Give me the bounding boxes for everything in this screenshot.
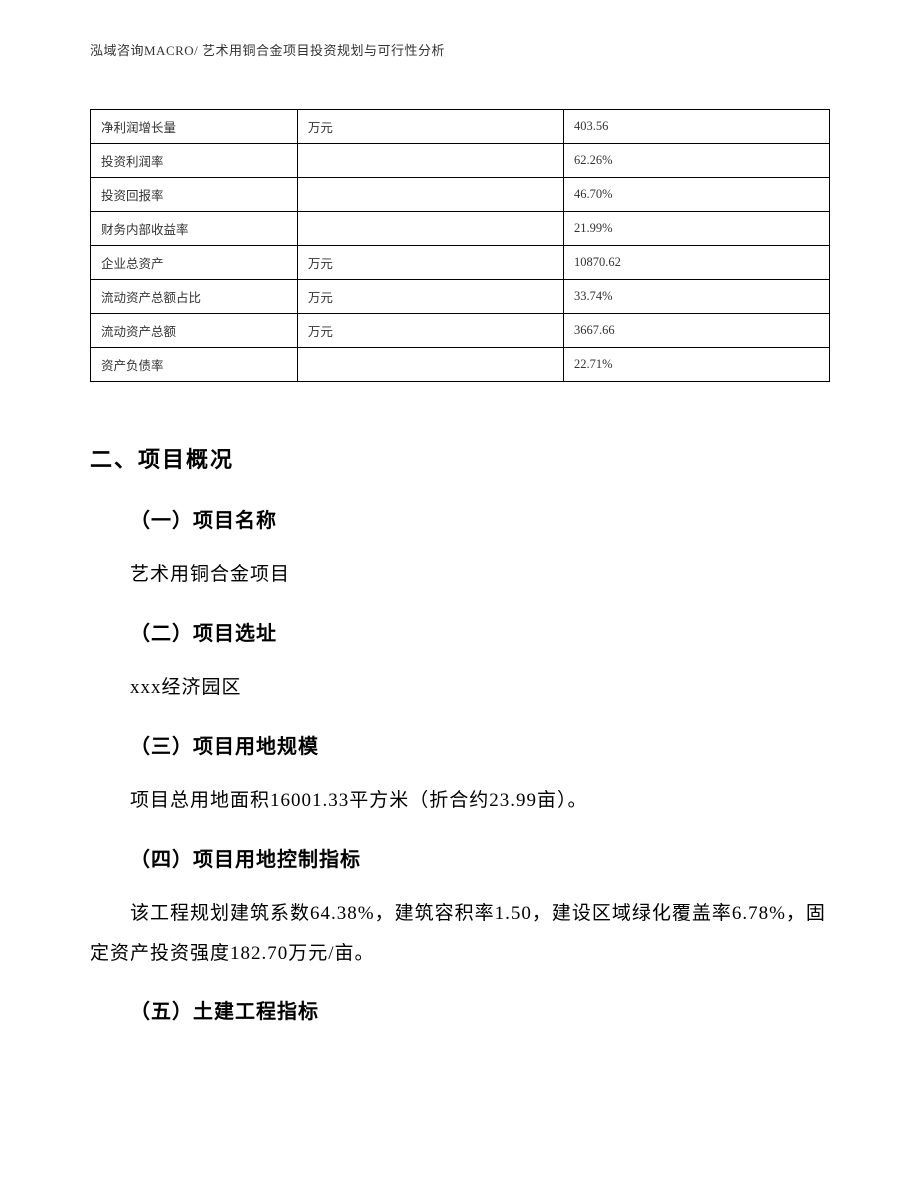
table-cell-value: 403.56 — [563, 110, 829, 144]
table-row: 资产负债率 22.71% — [91, 348, 830, 382]
sub-heading-3: （三）项目用地规模 — [130, 730, 830, 759]
table-row: 投资利润率 62.26% — [91, 144, 830, 178]
body-text-3: 项目总用地面积16001.33平方米（折合约23.99亩）。 — [130, 781, 830, 821]
table-cell-unit: 万元 — [297, 280, 563, 314]
table-cell-value: 46.70% — [563, 178, 829, 212]
financial-indicators-table: 净利润增长量万元403.56投资利润率62.26%投资回报率46.70%财务内部… — [90, 109, 830, 382]
table-cell-value: 3667.66 — [563, 314, 829, 348]
table-cell-unit — [297, 348, 563, 382]
table-cell-unit: 万元 — [297, 246, 563, 280]
sub-heading-1: （一）项目名称 — [130, 504, 830, 533]
table-row: 财务内部收益率 21.99% — [91, 212, 830, 246]
table-cell-label: 企业总资产 — [91, 246, 298, 280]
table-cell-value: 10870.62 — [563, 246, 829, 280]
table-cell-label: 投资回报率 — [91, 178, 298, 212]
table-row: 流动资产总额万元3667.66 — [91, 314, 830, 348]
table-cell-unit: 万元 — [297, 314, 563, 348]
table-cell-unit — [297, 178, 563, 212]
sub-heading-5: （五）土建工程指标 — [130, 995, 830, 1024]
table-cell-label: 流动资产总额占比 — [91, 280, 298, 314]
table-cell-unit — [297, 144, 563, 178]
table-cell-unit — [297, 212, 563, 246]
body-text-4: 该工程规划建筑系数64.38%，建筑容积率1.50，建设区域绿化覆盖率6.78%… — [90, 894, 830, 974]
table-row: 净利润增长量万元403.56 — [91, 110, 830, 144]
table-cell-value: 33.74% — [563, 280, 829, 314]
table-cell-value: 62.26% — [563, 144, 829, 178]
table-cell-label: 财务内部收益率 — [91, 212, 298, 246]
page-header: 泓域咨询MACRO/ 艺术用铜合金项目投资规划与可行性分析 — [90, 40, 830, 59]
table-cell-unit: 万元 — [297, 110, 563, 144]
table-cell-label: 资产负债率 — [91, 348, 298, 382]
table-cell-value: 22.71% — [563, 348, 829, 382]
table-cell-label: 投资利润率 — [91, 144, 298, 178]
table-row: 投资回报率 46.70% — [91, 178, 830, 212]
sub-heading-4: （四）项目用地控制指标 — [130, 843, 830, 872]
table-cell-label: 流动资产总额 — [91, 314, 298, 348]
table-row: 流动资产总额占比万元33.74% — [91, 280, 830, 314]
table-cell-label: 净利润增长量 — [91, 110, 298, 144]
sub-heading-2: （二）项目选址 — [130, 617, 830, 646]
table-cell-value: 21.99% — [563, 212, 829, 246]
table-row: 企业总资产万元10870.62 — [91, 246, 830, 280]
section-heading: 二、项目概况 — [90, 442, 830, 474]
body-text-1: 艺术用铜合金项目 — [130, 555, 830, 595]
document-page: 泓域咨询MACRO/ 艺术用铜合金项目投资规划与可行性分析 净利润增长量万元40… — [0, 0, 920, 1086]
body-text-2: xxx经济园区 — [130, 668, 830, 708]
